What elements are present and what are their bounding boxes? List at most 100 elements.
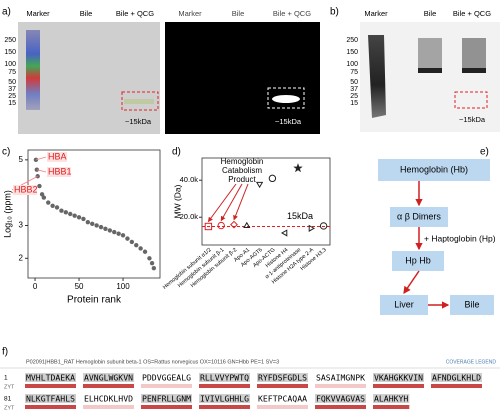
point [125,236,130,241]
mw-label: 150 [4,49,16,56]
point [217,221,225,230]
node-label: Hemoglobin (Hb) [400,164,468,174]
mw-label: 75 [350,69,358,76]
point [204,222,213,231]
point [138,246,143,251]
coverage-bar [257,405,308,409]
sample-label: ZYT [4,405,15,411]
annotation-bg [47,167,71,177]
lane-label: Bile [424,9,437,18]
lane-label: Marker [178,9,202,18]
smear [368,35,386,118]
sequence-block: ALAHKYH [374,395,408,404]
coverage-bar [257,384,308,388]
smear [418,38,442,68]
point [76,215,82,220]
label: c) [2,147,10,158]
coverage-legend: COVERAGE LEGEND [446,359,497,365]
coverage-bar [199,405,250,409]
lane-label: Bile + QCG [273,9,311,18]
group-arrow [207,183,237,223]
coverage-highlight [25,373,76,382]
reference-label: 15kDa [287,211,313,221]
flow-arrows [403,181,450,309]
x-axis-label: Protein rank [67,295,122,306]
point [98,224,104,230]
band-box [454,91,488,109]
point [85,220,91,225]
sequence-block: FQKVVAGVAS [316,395,365,404]
group-arrow [233,183,249,221]
point [50,203,55,208]
point [68,211,73,217]
point [59,208,64,213]
group-label: Catabolism [222,166,262,175]
point [63,210,69,215]
point [255,181,264,189]
band [272,95,300,103]
row-start: 1 [4,375,8,382]
lane-label: Bile + QCG [453,9,491,18]
point [129,239,135,245]
point [319,222,328,230]
point [281,229,288,237]
point [149,261,155,266]
band [418,68,442,73]
coverage-highlight [315,394,366,403]
point [151,265,157,271]
point [39,192,45,197]
coverage-highlight [83,394,134,403]
point [103,226,108,231]
mw-label: 15 [8,100,16,107]
annotation-bg [13,185,37,195]
smear [462,38,486,72]
band [462,68,486,73]
node-label: Hp Hb [405,255,431,265]
point [293,163,303,173]
x-tick-label: Hemoglobin subunit α1/2 [162,247,213,291]
lane-label: Bile [232,9,245,18]
point [116,231,121,236]
mw-label: 50 [350,79,358,86]
point [81,216,86,222]
lane-label: Bile [80,9,93,18]
mw-label: 250 [346,37,358,44]
flow-boxes [378,159,494,315]
coverage-bar [373,405,410,409]
edge-label: + Haptoglobin (Hp) [424,233,496,243]
sequence-block: PENFRLLGNM [142,395,191,404]
point [107,228,113,233]
annotation: HBB1 [48,166,72,176]
band-label: ~15kDa [125,117,152,126]
y-tick-label: 5 [19,155,24,164]
coverage-highlight [199,394,250,403]
coverage-highlight [83,373,134,382]
lane-label: Bile + QCG [116,9,154,18]
mw-label: 100 [346,61,358,68]
row-start: 81 [4,396,12,403]
coverage-bar [83,384,134,388]
point [112,229,117,235]
protein-header: P02091|HBB1_RAT Hemoglobin subunit beta-… [26,359,279,365]
annotation-bg [47,152,67,162]
sequence-block: RLLVVYPWTQ [200,374,249,383]
coverage-highlight [257,373,308,382]
sequence-block: VKAHGKKVIN [374,374,423,383]
point [72,213,77,218]
band-box [267,87,305,109]
coverage-bar [199,384,250,388]
band-label: ~15kDa [275,117,302,126]
sequence-block: AVNGLWGKVN [84,374,133,383]
gel-coomassie [18,22,160,134]
sequence-block: KEFTPCAQAA [258,395,307,404]
mw-label: 50 [8,79,16,86]
coverage-bar [141,384,192,388]
coverage-bar [141,405,192,409]
coverage-highlight [373,394,410,403]
lane-label: Marker [364,9,388,18]
coverage-highlight [373,373,424,382]
point [41,195,47,200]
y-tick-label: 2 [19,253,24,262]
point [54,205,60,210]
